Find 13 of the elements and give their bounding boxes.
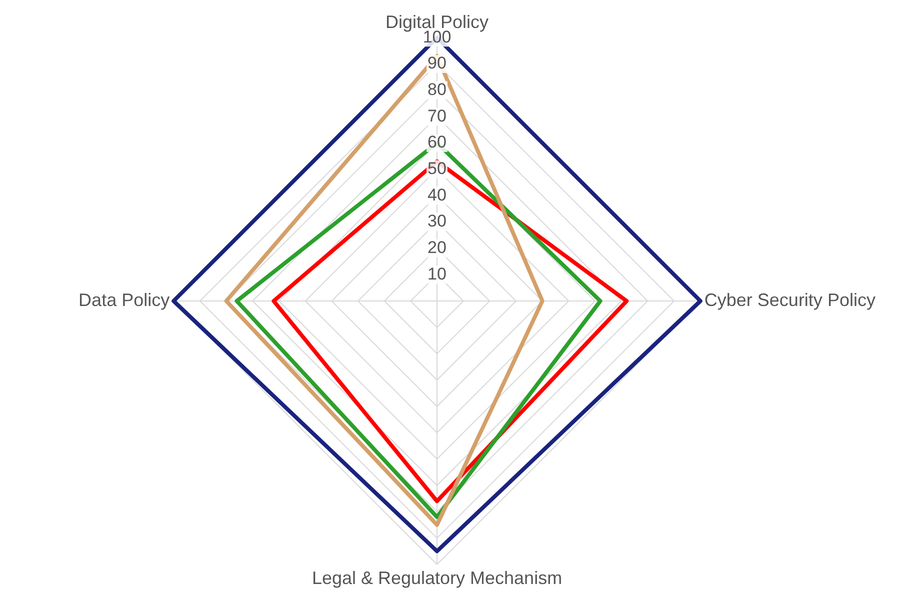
y-tick-label: 50 bbox=[428, 158, 446, 178]
y-tick-label: 10 bbox=[428, 264, 446, 284]
y-tick-label: 70 bbox=[428, 106, 446, 126]
y-tick-label: 30 bbox=[428, 212, 446, 231]
y-tick-label: 20 bbox=[428, 238, 446, 258]
spoke-label: Legal & Regulatory Mechanism bbox=[312, 568, 562, 588]
spoke-label: Data Policy bbox=[78, 290, 170, 310]
y-tick-label: 60 bbox=[428, 132, 446, 152]
spoke-label: Cyber Security Policy bbox=[704, 290, 876, 310]
y-tick-label: 40 bbox=[428, 185, 446, 204]
y-tick-label: 80 bbox=[428, 80, 446, 99]
y-tick-label: 90 bbox=[428, 54, 446, 73]
y-tick-label: 100 bbox=[422, 27, 452, 46]
